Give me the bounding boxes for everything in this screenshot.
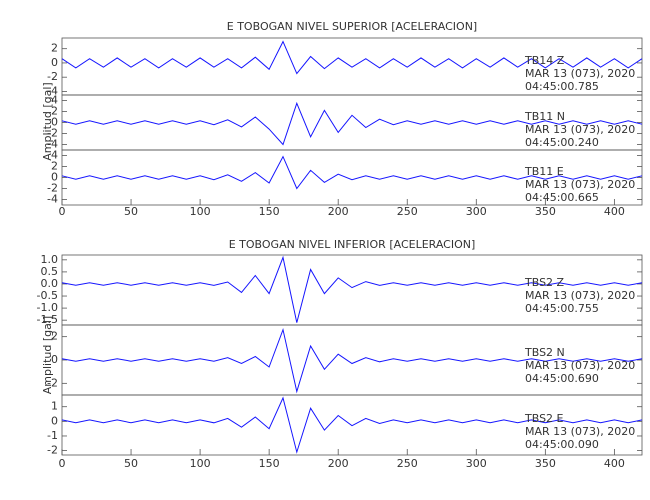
time-label: 04:45:00.090	[525, 438, 599, 451]
y-tick-label: -4	[47, 138, 58, 151]
y-tick-label: -1.0	[37, 301, 58, 314]
y-axis-label: Amplitud [gal]	[41, 316, 54, 394]
x-tick-label: 250	[397, 205, 418, 218]
y-tick-label: 1	[51, 400, 58, 413]
y-tick-label: -2	[47, 444, 58, 457]
y-tick-label: 2	[51, 42, 58, 55]
y-tick-label: -2	[47, 376, 58, 389]
y-tick-label: -1.5	[37, 313, 58, 326]
date-label: MAR 13 (073), 2020	[525, 123, 635, 136]
x-tick-label: 300	[466, 205, 487, 218]
x-tick-label: 300	[466, 457, 487, 470]
date-label: MAR 13 (073), 2020	[525, 178, 635, 191]
chart-title: E TOBOGAN NIVEL INFERIOR [ACELERACION]	[229, 238, 476, 251]
y-tick-label: 0.0	[41, 277, 59, 290]
x-tick-label: 0	[59, 457, 66, 470]
time-label: 04:45:00.240	[525, 136, 599, 149]
y-tick-label: -4	[47, 84, 58, 97]
x-tick-label: 250	[397, 457, 418, 470]
x-tick-label: 50	[124, 205, 138, 218]
x-tick-label: 100	[190, 457, 211, 470]
time-label: 04:45:00.665	[525, 191, 599, 204]
date-label: MAR 13 (073), 2020	[525, 425, 635, 438]
y-tick-label: 2	[51, 105, 58, 118]
waveform	[61, 327, 643, 394]
x-tick-label: 0	[59, 205, 66, 218]
station-label: TBS2 E	[524, 412, 564, 425]
y-tick-label: -2	[47, 70, 58, 83]
date-label: MAR 13 (073), 2020	[525, 359, 635, 372]
y-tick-label: 0	[51, 171, 58, 184]
x-tick-label: 400	[604, 205, 625, 218]
y-tick-label: -0.5	[37, 289, 58, 302]
time-label: 04:45:00.690	[525, 372, 599, 385]
x-tick-label: 100	[190, 205, 211, 218]
time-label: 04:45:00.755	[525, 302, 599, 315]
date-label: MAR 13 (073), 2020	[525, 67, 635, 80]
station-label: TBS2 Z	[524, 276, 565, 289]
x-tick-label: 150	[259, 205, 280, 218]
waveform	[61, 396, 643, 454]
station-label: TB14 Z	[524, 54, 565, 67]
y-tick-label: -2	[47, 182, 58, 195]
panel-frame	[61, 394, 643, 456]
y-tick-label: 0.5	[41, 265, 59, 278]
y-tick-label: -2	[47, 127, 58, 140]
x-tick-label: 200	[328, 457, 349, 470]
y-tick-label: 2	[51, 160, 58, 173]
date-label: MAR 13 (073), 2020	[525, 289, 635, 302]
y-tick-label: 0	[51, 353, 58, 366]
time-label: 04:45:00.785	[525, 80, 599, 93]
y-tick-label: 4	[51, 94, 58, 107]
waveform	[61, 255, 643, 323]
y-tick-label: 2	[51, 330, 58, 343]
x-tick-label: 350	[535, 457, 556, 470]
waveform	[61, 101, 643, 146]
waveform	[61, 155, 643, 190]
y-tick-label: -4	[47, 193, 58, 206]
x-tick-label: 50	[124, 457, 138, 470]
x-tick-label: 150	[259, 457, 280, 470]
x-tick-label: 200	[328, 205, 349, 218]
y-axis-label: Amplitud [gal]	[41, 82, 54, 160]
y-tick-label: 0	[51, 116, 58, 129]
y-tick-label: 1.0	[41, 253, 59, 266]
station-label: TBS2 N	[524, 346, 565, 359]
y-tick-label: 4	[51, 149, 58, 162]
y-tick-label: -1	[47, 429, 58, 442]
station-label: TB11 N	[524, 110, 565, 123]
x-tick-label: 400	[604, 457, 625, 470]
waveform	[61, 40, 643, 75]
x-tick-label: 350	[535, 205, 556, 218]
y-tick-label: 0	[51, 414, 58, 427]
y-tick-label: 0	[51, 56, 58, 69]
station-label: TB11 E	[524, 165, 564, 178]
chart-title: E TOBOGAN NIVEL SUPERIOR [ACELERACION]	[227, 20, 477, 33]
